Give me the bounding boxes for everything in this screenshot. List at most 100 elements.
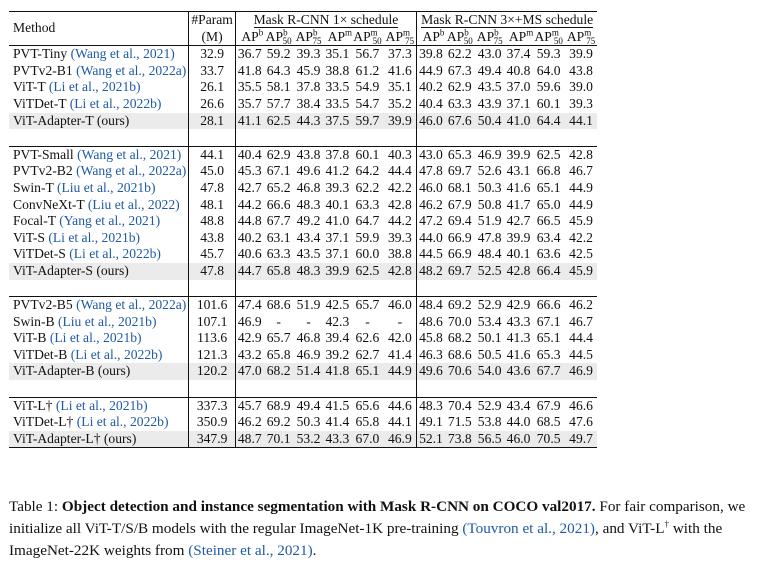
metric-cell: 67.7 [266,213,291,229]
metric-base: AP [534,28,552,44]
metric-cell: 45.9 [296,62,321,78]
method-citation[interactable]: (Li et al., 2022b) [69,95,162,111]
params-cell: 120.2 [188,363,236,381]
method-name: ViT-Adapter-S (ours) [13,262,129,278]
metric-cell: 49.4 [296,397,321,413]
params-cell: 33.7 [188,62,236,80]
header-param-top: #Param [188,10,236,29]
metric-cell: 65.3 [536,346,561,362]
method-cell: ViT-Adapter-L† (ours) [9,430,189,449]
method-citation[interactable]: (Wang et al., 2022a) [76,163,187,179]
method-name: Focal-T [13,213,56,229]
method-citation[interactable]: (Yang et al., 2021) [59,213,161,229]
method-cell: ViT-Adapter-B (ours) [9,363,189,381]
method-citation[interactable]: (Liu et al., 2021b) [56,179,156,195]
caption-text-3: with the ImageNet-22K weights from [9,520,723,559]
metric-cell: 39.3 [296,46,321,62]
metric-cell: 41.8 [234,62,264,80]
metric-cell: 56.7 [355,46,380,62]
metric-cell: 48.4 [416,296,445,314]
metric-cell: 48.3 [296,196,321,212]
metric-cell: 44.4 [569,330,593,346]
method-citation[interactable]: (Li et al., 2022b) [76,414,169,430]
metric-cell: 64.0 [536,62,561,78]
metric-cell: 66.9 [447,246,472,262]
metric-cell: 65.7 [266,330,291,346]
metric-cell: 45.8 [416,330,445,347]
metric-cell: 40.4 [234,146,264,164]
caption-cite-touvron[interactable]: (Touvron et al., 2021) [462,520,595,537]
method-cell: ViT-T (Li et al., 2021b) [9,79,189,96]
metric-cell: 64.4 [532,112,565,130]
method-citation[interactable]: (Liu et al., 2021b) [57,313,157,329]
method-citation[interactable]: (Li et al., 2021b) [48,79,141,95]
method-citation[interactable]: (Wang et al., 2021) [77,146,182,162]
method-citation[interactable]: (Liu et al., 2022) [87,196,180,212]
metric-cell: 52.1 [416,430,445,449]
method-citation[interactable]: (Li et al., 2022b) [69,246,161,262]
metric-cell: 46.9 [296,346,321,362]
params-cell: 28.1 [188,112,236,130]
metric-cell: 71.5 [447,414,472,430]
method-name: ViT-Adapter-L† (ours) [13,430,137,446]
metric-cell: 70.1 [263,430,294,449]
method-citation[interactable]: (Li et al., 2022b) [70,346,163,362]
table-row: Swin-T (Liu et al., 2021b) 47.8 42.7 65.2 46… [9,179,597,197]
metric-base: AP [422,28,440,44]
method-citation[interactable]: (Wang et al., 2022a) [76,62,187,78]
metric-header: APb50 [263,28,294,47]
caption-label: Table 1: [9,498,59,515]
metric-sup: b [312,27,318,38]
metric-cell: 67.9 [536,397,561,413]
method-cell: ViTDet-S (Li et al., 2022b) [9,246,189,263]
method-cell: ConvNeXt-T (Liu et al., 2022) [9,197,189,214]
metric-cell: 37.0 [506,79,531,95]
metric-cell: 37.4 [506,46,531,62]
metric-cell: 46.0 [387,297,412,313]
method-citation[interactable]: (Li et al., 2021b) [48,229,141,245]
method-name: ViT-B [13,330,47,346]
metric-cell: 62.5 [351,262,384,280]
metric-cell: 43.5 [477,79,502,95]
metric-cell: 69.2 [266,414,291,430]
method-citation[interactable]: (Li et al., 2021b) [49,330,142,346]
caption-cite-steiner[interactable]: (Steiner et al., 2021) [188,542,313,559]
metric-cell: 40.6 [234,246,264,263]
metric-sup: b [464,27,469,38]
method-citation[interactable]: (Wang et al., 2021) [70,46,175,62]
metric-header: APb [234,28,264,47]
metric-cell: 66.6 [536,297,561,313]
metric-cell: 47.8 [477,229,502,245]
method-citation[interactable]: (Li et al., 2021b) [55,397,148,413]
metric-cell: 39.3 [569,95,593,111]
metric-cell: 67.7 [532,363,565,381]
metric-header: APm50 [351,28,384,47]
metric-cell: 68.1 [447,179,472,195]
method-cell: ViT-L† (Li et al., 2021b) [9,397,189,414]
metric-cell: 44.2 [387,213,412,229]
metric-cell: 39.4 [325,330,350,346]
metric-cell: 46.0 [416,179,445,197]
group-separator [9,279,598,298]
metric-cell: 69.7 [447,163,472,179]
metric-cell: 41.3 [506,330,531,346]
table-row: ViT-S (Li et al., 2021b) 43.8 40.2 63.1 43.4… [9,229,597,247]
method-name: Swin-T [13,179,54,195]
metric-cell: 39.3 [387,229,412,245]
method-name: ViT-T [13,79,46,95]
metric-cell: 44.9 [416,62,445,80]
metric-cell: 65.6 [355,397,380,413]
caption-text-1: For fair comparison, we initialize all V… [9,498,746,537]
metric-cell: 44.5 [569,346,593,362]
table-row: PVTv2-B1 (Wang et al., 2022a) 33.7 41.8 64.… [9,62,597,80]
table-row: ViT-B (Li et al., 2021b) 113.6 42.9 65.7 46.… [9,330,597,347]
method-citation[interactable]: (Wang et al., 2022a) [76,297,187,313]
metric-cell: 41.0 [325,213,350,229]
metric-cell: 59.3 [536,46,561,62]
metric-sub: 50 [463,36,473,47]
metric-cell: 52.6 [477,163,502,179]
table-row: Focal-T (Yang et al., 2021) 48.8 44.8 67.7 4… [9,213,597,230]
metric-cell: 44.5 [416,246,445,263]
metric-cell: 47.0 [234,363,264,381]
metric-cell: 63.4 [536,229,561,245]
